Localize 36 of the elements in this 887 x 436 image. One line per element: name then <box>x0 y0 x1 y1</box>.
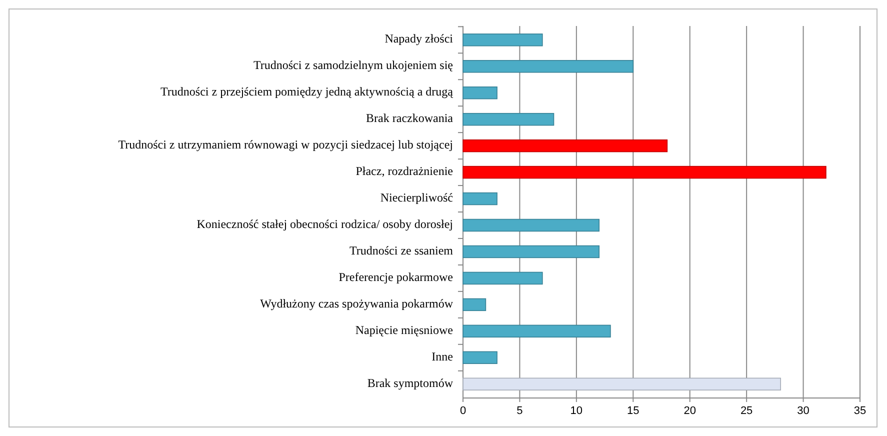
bar <box>462 60 634 73</box>
y-tick-label: Napady złości <box>384 32 454 46</box>
bar <box>462 324 611 338</box>
y-tick-label: Preferencje pokarmowe <box>338 270 453 284</box>
bar <box>462 378 781 390</box>
y-tick-label: Niecierpliwość <box>380 190 453 205</box>
bar <box>462 166 826 179</box>
bar <box>462 112 554 126</box>
y-tick-label: Trudności z przejściem pomiędzy jedną aktywnością a drugą <box>160 84 454 99</box>
x-tick-label: 10 <box>570 405 583 417</box>
x-tick-label: 35 <box>854 405 866 417</box>
x-tick-label: 15 <box>627 405 640 417</box>
x-tick-label: 0 <box>460 405 466 417</box>
bar <box>462 351 498 364</box>
x-tick-label: 30 <box>797 405 810 417</box>
x-tick-label: 25 <box>740 405 753 417</box>
x-tick-label: 20 <box>684 405 696 417</box>
y-tick-label: Trudności z samodzielnym ukojeniem się <box>253 58 453 72</box>
y-tick-label: Napięcie mięsniowe <box>355 322 453 337</box>
y-tick-label: Wydłużony czas spożywania pokarmów <box>260 296 454 310</box>
y-tick-label: Brak raczkowania <box>366 111 454 126</box>
y-tick-label: Płacz, rozdrażnienie <box>356 164 453 178</box>
bar <box>462 272 543 285</box>
bar <box>462 298 486 312</box>
y-tick-label: Konieczność stałej obecności rodzica/ osoby dorosłej <box>196 216 453 231</box>
bar <box>462 34 543 46</box>
x-tick-label: 5 <box>516 405 523 417</box>
y-tick-label: Brak symptomów <box>367 376 454 390</box>
y-tick-label: Trudności z utrzymaniem równowagi w pozycji siedzacej lub stojącej <box>118 138 453 152</box>
bar <box>462 192 498 206</box>
bar <box>462 86 498 100</box>
y-tick-label: Inne <box>432 349 453 364</box>
bar <box>462 245 600 258</box>
y-tick-label: Trudności ze ssaniem <box>349 243 454 258</box>
bar <box>462 218 600 232</box>
bar <box>462 139 668 152</box>
